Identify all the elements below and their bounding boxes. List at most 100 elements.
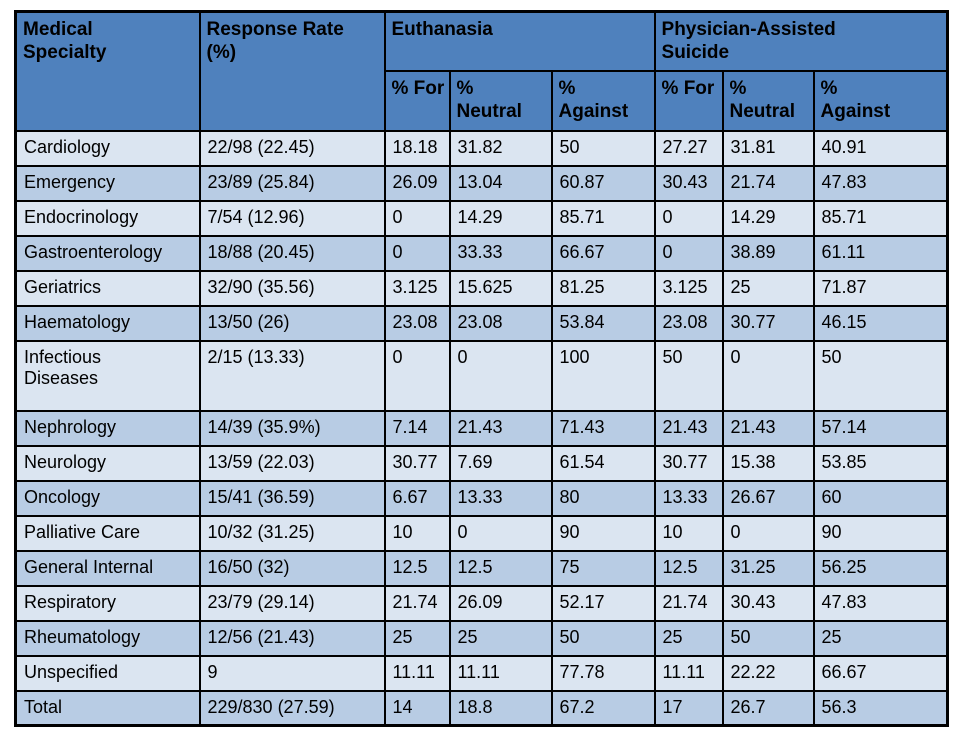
cell-response-rate: 7/54 (12.96): [198, 199, 386, 237]
specialty-attitudes-table: Medical Specialty Response Rate (%) Euth…: [14, 10, 950, 727]
cell-specialty: Gastroenterology: [14, 234, 201, 272]
cell-pas-for: 0: [653, 234, 724, 272]
cell-euthanasia-for: 0: [383, 339, 451, 412]
cell-pas-neutral: 50: [721, 619, 815, 657]
cell-euthanasia-neutral: 13.33: [448, 479, 553, 517]
cell-pas-against: 47.83: [812, 584, 949, 622]
cell-euthanasia-for: 0: [383, 199, 451, 237]
cell-euthanasia-neutral: 18.8: [448, 689, 553, 727]
cell-specialty: Nephrology: [14, 409, 201, 447]
cell-specialty: Unspecified: [14, 654, 201, 692]
col-header-euthanasia-neutral: % Neutral: [448, 69, 553, 132]
cell-specialty: Rheumatology: [14, 619, 201, 657]
cell-euthanasia-against: 53.84: [550, 304, 656, 342]
cell-pas-for: 17: [653, 689, 724, 727]
cell-specialty: Oncology: [14, 479, 201, 517]
col-header-euthanasia-neutral-label: % Neutral: [456, 77, 522, 122]
col-header-euthanasia-for-label: % For: [391, 77, 445, 99]
col-header-medical-specialty: Medical Specialty: [14, 10, 201, 132]
cell-euthanasia-against: 50: [550, 619, 656, 657]
cell-pas-for: 11.11: [653, 654, 724, 692]
cell-euthanasia-neutral: 0: [448, 514, 553, 552]
cell-euthanasia-against: 77.78: [550, 654, 656, 692]
cell-euthanasia-neutral: 23.08: [448, 304, 553, 342]
cell-pas-neutral: 25: [721, 269, 815, 307]
cell-response-rate: 14/39 (35.9%): [198, 409, 386, 447]
cell-euthanasia-neutral: 33.33: [448, 234, 553, 272]
col-header-pas-against-label: % Against: [820, 77, 891, 122]
cell-euthanasia-neutral: 0: [448, 339, 553, 412]
cell-specialty: Neurology: [14, 444, 201, 482]
cell-euthanasia-against: 61.54: [550, 444, 656, 482]
cell-pas-against: 56.3: [812, 689, 949, 727]
col-header-pas-neutral: % Neutral: [721, 69, 815, 132]
cell-pas-against: 71.87: [812, 269, 949, 307]
cell-euthanasia-for: 30.77: [383, 444, 451, 482]
col-header-pas-for-label: % For: [661, 77, 715, 99]
cell-euthanasia-neutral: 25: [448, 619, 553, 657]
cell-response-rate: 229/830 (27.59): [198, 689, 386, 727]
cell-specialty: Endocrinology: [14, 199, 201, 237]
cell-pas-neutral: 30.77: [721, 304, 815, 342]
cell-pas-for: 0: [653, 199, 724, 237]
cell-pas-against: 46.15: [812, 304, 949, 342]
cell-euthanasia-against: 90: [550, 514, 656, 552]
cell-specialty: Total: [14, 689, 201, 727]
table-row-palliative-care: Palliative Care 10/32 (31.25) 10 0 90 10…: [14, 514, 949, 552]
cell-euthanasia-for: 25: [383, 619, 451, 657]
cell-pas-neutral: 30.43: [721, 584, 815, 622]
cell-specialty: Haematology: [14, 304, 201, 342]
col-header-response-rate: Response Rate (%): [198, 10, 386, 132]
cell-euthanasia-neutral: 31.82: [448, 129, 553, 167]
cell-specialty: Respiratory: [14, 584, 201, 622]
cell-euthanasia-against: 85.71: [550, 199, 656, 237]
cell-specialty: Geriatrics: [14, 269, 201, 307]
cell-pas-for: 12.5: [653, 549, 724, 587]
cell-response-rate: 16/50 (32): [198, 549, 386, 587]
col-header-euthanasia-against: % Against: [550, 69, 656, 132]
table-row-total: Total 229/830 (27.59) 14 18.8 67.2 17 26…: [14, 689, 949, 727]
cell-pas-against: 25: [812, 619, 949, 657]
col-header-pas-against: % Against: [812, 69, 949, 132]
cell-euthanasia-neutral: 15.625: [448, 269, 553, 307]
cell-euthanasia-neutral: 7.69: [448, 444, 553, 482]
cell-response-rate: 10/32 (31.25): [198, 514, 386, 552]
cell-pas-neutral: 21.43: [721, 409, 815, 447]
cell-response-rate: 22/98 (22.45): [198, 129, 386, 167]
cell-euthanasia-neutral: 21.43: [448, 409, 553, 447]
cell-euthanasia-against: 60.87: [550, 164, 656, 202]
cell-pas-for: 23.08: [653, 304, 724, 342]
cell-response-rate: 23/89 (25.84): [198, 164, 386, 202]
cell-pas-for: 21.74: [653, 584, 724, 622]
cell-euthanasia-for: 12.5: [383, 549, 451, 587]
cell-response-rate: 18/88 (20.45): [198, 234, 386, 272]
table-row-emergency: Emergency 23/89 (25.84) 26.09 13.04 60.8…: [14, 164, 949, 202]
col-group-physician-assisted-suicide-label: Physician-Assisted Suicide: [661, 19, 836, 64]
cell-pas-against: 90: [812, 514, 949, 552]
cell-euthanasia-for: 11.11: [383, 654, 451, 692]
cell-response-rate: 32/90 (35.56): [198, 269, 386, 307]
cell-pas-against: 40.91: [812, 129, 949, 167]
col-group-physician-assisted-suicide: Physician-Assisted Suicide: [653, 10, 949, 72]
cell-euthanasia-for: 6.67: [383, 479, 451, 517]
cell-specialty: Emergency: [14, 164, 201, 202]
cell-euthanasia-for: 3.125: [383, 269, 451, 307]
col-header-euthanasia-against-label: % Against: [558, 77, 629, 122]
cell-euthanasia-against: 66.67: [550, 234, 656, 272]
cell-pas-neutral: 26.7: [721, 689, 815, 727]
cell-pas-against: 60: [812, 479, 949, 517]
cell-specialty: General Internal: [14, 549, 201, 587]
cell-pas-neutral: 15.38: [721, 444, 815, 482]
cell-pas-against: 47.83: [812, 164, 949, 202]
col-header-medical-specialty-label: Medical Specialty: [23, 19, 107, 64]
col-header-pas-for: % For: [653, 69, 724, 132]
cell-euthanasia-against: 81.25: [550, 269, 656, 307]
col-header-response-rate-label: Response Rate (%): [206, 19, 344, 64]
cell-euthanasia-neutral: 13.04: [448, 164, 553, 202]
cell-euthanasia-for: 23.08: [383, 304, 451, 342]
cell-pas-against: 50: [812, 339, 949, 412]
table-row-infectious-diseases: Infectious Diseases 2/15 (13.33) 0 0 100…: [14, 339, 949, 412]
table-row-oncology: Oncology 15/41 (36.59) 6.67 13.33 80 13.…: [14, 479, 949, 517]
cell-euthanasia-neutral: 14.29: [448, 199, 553, 237]
